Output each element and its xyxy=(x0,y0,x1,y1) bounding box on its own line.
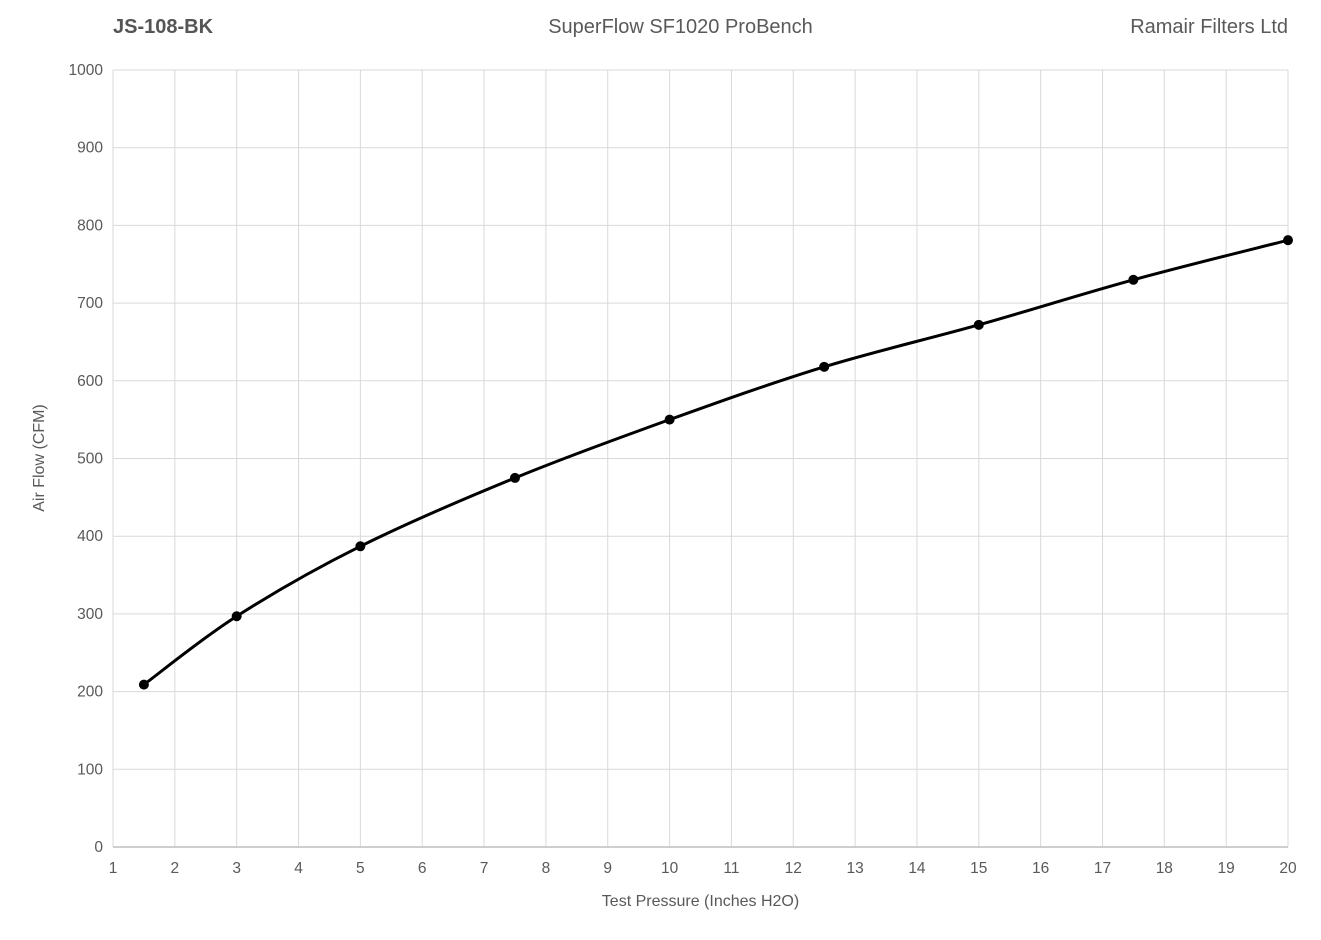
chart-company-label: Ramair Filters Ltd xyxy=(1130,16,1288,38)
chart-series-label: JS-108-BK xyxy=(113,16,214,38)
data-point-marker xyxy=(509,472,520,483)
data-point-marker xyxy=(973,319,984,330)
x-tick-label: 19 xyxy=(1218,860,1235,877)
x-tick-label: 2 xyxy=(171,860,180,877)
y-tick-label: 700 xyxy=(77,295,103,312)
x-tick-label: 15 xyxy=(970,860,987,877)
data-point-marker xyxy=(355,541,366,552)
x-tick-label: 4 xyxy=(294,860,303,877)
data-point-marker xyxy=(1283,235,1293,246)
y-tick-label: 1000 xyxy=(69,62,104,79)
x-tick-label: 3 xyxy=(232,860,241,877)
y-tick-label: 400 xyxy=(77,528,103,545)
x-tick-label: 5 xyxy=(356,860,365,877)
x-tick-label: 11 xyxy=(723,860,739,877)
y-tick-label: 600 xyxy=(77,373,103,390)
y-tick-label: 100 xyxy=(77,761,103,778)
data-point-marker xyxy=(664,414,675,425)
y-axis-title: Air Flow (CFM) xyxy=(31,404,48,512)
x-tick-label: 12 xyxy=(785,860,802,877)
y-tick-label: 900 xyxy=(77,140,103,157)
x-tick-label: 17 xyxy=(1094,860,1111,877)
x-tick-label: 1 xyxy=(109,860,118,877)
data-point-marker xyxy=(231,611,242,622)
x-tick-label: 20 xyxy=(1279,860,1297,877)
y-tick-label: 500 xyxy=(77,451,103,468)
y-tick-label: 0 xyxy=(94,839,103,856)
x-tick-label: 7 xyxy=(480,860,489,877)
x-tick-label: 13 xyxy=(846,860,863,877)
x-tick-label: 18 xyxy=(1156,860,1173,877)
x-tick-label: 14 xyxy=(908,860,926,877)
x-tick-label: 8 xyxy=(542,860,551,877)
series-line xyxy=(142,238,1290,687)
x-tick-label: 9 xyxy=(603,860,612,877)
chart-title: SuperFlow SF1020 ProBench xyxy=(548,16,813,38)
y-tick-label: 800 xyxy=(77,217,103,234)
y-tick-label: 300 xyxy=(77,606,103,623)
data-point-marker xyxy=(138,679,149,690)
x-tick-label: 16 xyxy=(1032,860,1049,877)
x-axis-title: Test Pressure (Inches H2O) xyxy=(601,893,800,910)
data-point-marker xyxy=(819,361,830,372)
x-tick-label: 6 xyxy=(418,860,427,877)
data-point-marker xyxy=(1128,274,1139,285)
y-tick-label: 200 xyxy=(77,684,103,701)
x-tick-label: 10 xyxy=(661,860,679,877)
